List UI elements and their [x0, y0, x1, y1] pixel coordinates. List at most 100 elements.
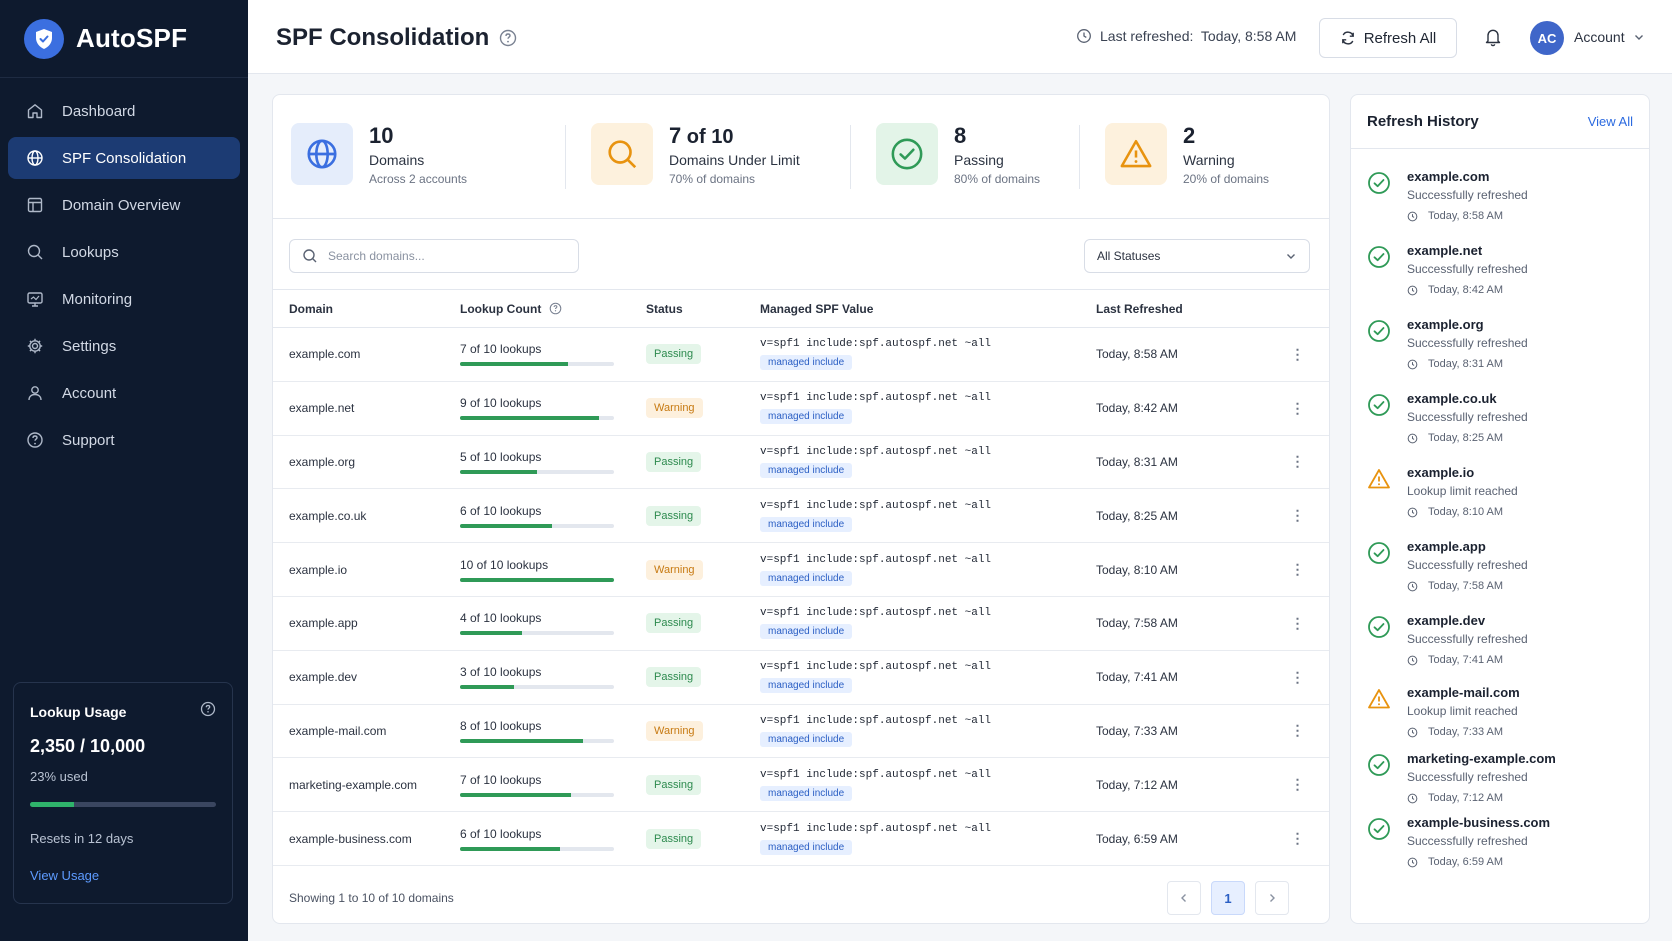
history-item[interactable]: example-business.com Successfully refres…	[1367, 815, 1550, 868]
table-row[interactable]: example.dev 3 of 10 lookups Passing v=sp…	[273, 650, 1329, 705]
check-circle-icon	[1367, 817, 1391, 841]
more-vertical-icon[interactable]: ⋮	[1290, 830, 1305, 847]
spf-value-cell: v=spf1 include:spf.autospf.net ~all mana…	[760, 488, 1096, 544]
usage-progress-bar	[30, 802, 216, 807]
lookup-count-text: 8 of 10 lookups	[460, 718, 542, 733]
more-vertical-icon[interactable]: ⋮	[1290, 453, 1305, 470]
spf-value-cell: v=spf1 include:spf.autospf.net ~all mana…	[760, 435, 1096, 490]
brand[interactable]: AutoSPF	[0, 0, 248, 78]
history-time-text: Today, 7:12 AM	[1428, 792, 1504, 804]
history-item[interactable]: example.io Lookup limit reached Today, 8…	[1367, 465, 1518, 518]
view-usage-link[interactable]: View Usage	[30, 868, 100, 883]
prev-page-button[interactable]	[1167, 881, 1201, 915]
sidebar-item-domain-overview[interactable]: Domain Overview	[8, 184, 240, 226]
chevron-right-icon	[1270, 894, 1275, 902]
stat-value-number: 10	[369, 123, 394, 148]
stats-row: 10 Domains Across 2 accounts 7 of 10 Dom…	[273, 95, 1329, 219]
view-all-link[interactable]: View All	[1587, 114, 1633, 129]
col-last-refreshed[interactable]: Last Refreshed	[1096, 289, 1266, 328]
table-row[interactable]: example.org 5 of 10 lookups Passing v=sp…	[273, 435, 1329, 490]
col-lookup-count[interactable]: Lookup Count	[460, 289, 646, 328]
sidebar-item-monitoring[interactable]: Monitoring	[8, 278, 240, 320]
domain-cell[interactable]: example.io	[273, 542, 460, 597]
account-menu[interactable]: Account	[1574, 29, 1645, 45]
more-vertical-icon[interactable]: ⋮	[1290, 399, 1305, 416]
clock-icon	[1407, 857, 1423, 868]
history-item[interactable]: example.co.uk Successfully refreshed Tod…	[1367, 391, 1528, 444]
domain-cell[interactable]: example.co.uk	[273, 488, 460, 544]
col-spf-value[interactable]: Managed SPF Value	[760, 289, 1096, 328]
col-domain[interactable]: Domain	[273, 289, 460, 328]
usage-progress-fill	[30, 802, 74, 807]
status-badge: Passing	[646, 667, 702, 688]
table-row[interactable]: example-mail.com 8 of 10 lookups Warning…	[273, 704, 1329, 759]
sidebar-item-settings[interactable]: Settings	[8, 325, 240, 367]
history-item[interactable]: example.app Successfully refreshed Today…	[1367, 539, 1528, 592]
sidebar-item-dashboard[interactable]: Dashboard	[8, 90, 240, 132]
row-actions-cell: ⋮	[1266, 488, 1329, 544]
lookup-count-text: 9 of 10 lookups	[460, 396, 542, 411]
shield-logo-icon	[24, 18, 64, 59]
history-time-text: Today, 8:10 AM	[1428, 506, 1504, 518]
status-filter-select[interactable]: All Statuses	[1084, 239, 1310, 273]
domain-cell[interactable]: example.dev	[273, 650, 460, 705]
info-icon[interactable]	[549, 302, 562, 315]
more-vertical-icon[interactable]: ⋮	[1290, 668, 1305, 685]
more-vertical-icon[interactable]: ⋮	[1290, 776, 1305, 793]
history-time: Today, 8:10 AM	[1407, 506, 1518, 518]
row-actions-cell: ⋮	[1266, 327, 1329, 382]
domain-cell[interactable]: example-business.com	[273, 811, 460, 866]
history-item[interactable]: example.com Successfully refreshed Today…	[1367, 169, 1528, 222]
history-item[interactable]: example.dev Successfully refreshed Today…	[1367, 613, 1528, 666]
info-icon[interactable]	[200, 701, 216, 722]
history-item[interactable]: marketing-example.com Successfully refre…	[1367, 751, 1556, 804]
refresh-all-button[interactable]: Refresh All	[1319, 18, 1457, 58]
stat-value-number: 2	[1183, 123, 1196, 148]
history-item[interactable]: example.net Successfully refreshed Today…	[1367, 243, 1528, 296]
pagination-summary: Showing 1 to 10 of 10 domains	[289, 891, 454, 905]
page-button-1[interactable]: 1	[1211, 881, 1245, 915]
domain-cell[interactable]: example.net	[273, 381, 460, 436]
search-input[interactable]: Search domains...	[289, 239, 579, 273]
search-placeholder: Search domains...	[328, 249, 425, 263]
more-vertical-icon[interactable]: ⋮	[1290, 614, 1305, 631]
table-row[interactable]: marketing-example.com 7 of 10 lookups Pa…	[273, 757, 1329, 813]
home-icon	[26, 102, 44, 120]
domain-cell[interactable]: marketing-example.com	[273, 757, 460, 813]
domain-cell[interactable]: example-mail.com	[273, 704, 460, 759]
avatar[interactable]: AC	[1530, 21, 1564, 55]
last-refreshed-cell: Today, 6:59 AM	[1096, 811, 1266, 866]
more-vertical-icon[interactable]: ⋮	[1290, 345, 1305, 362]
more-vertical-icon[interactable]: ⋮	[1290, 722, 1305, 739]
lookup-count-text: 10 of 10 lookups	[460, 557, 549, 572]
col-status[interactable]: Status	[646, 289, 760, 328]
domain-cell[interactable]: example.com	[273, 327, 460, 382]
table-row[interactable]: example.app 4 of 10 lookups Passing v=sp…	[273, 596, 1329, 651]
bell-icon[interactable]	[1484, 27, 1502, 52]
usage-value: 2,350 / 10,000	[30, 736, 146, 756]
table-row[interactable]: example.net 9 of 10 lookups Warning v=sp…	[273, 381, 1329, 436]
table-row[interactable]: example.co.uk 6 of 10 lookups Passing v=…	[273, 488, 1329, 544]
history-item[interactable]: example.org Successfully refreshed Today…	[1367, 317, 1528, 370]
table-row[interactable]: example.io 10 of 10 lookups Warning v=sp…	[273, 542, 1329, 597]
help-icon[interactable]	[499, 29, 517, 47]
history-message: Successfully refreshed	[1407, 632, 1528, 646]
clock-icon	[1407, 581, 1423, 592]
history-domain: example.io	[1407, 465, 1475, 480]
domain-cell[interactable]: example.org	[273, 435, 460, 490]
table-row[interactable]: example-business.com 6 of 10 lookups Pas…	[273, 811, 1329, 866]
more-vertical-icon[interactable]: ⋮	[1290, 561, 1305, 578]
more-vertical-icon[interactable]: ⋮	[1290, 507, 1305, 524]
sidebar-item-support[interactable]: Support	[8, 419, 240, 461]
sidebar-item-account[interactable]: Account	[8, 372, 240, 414]
sidebar-item-label: Domain Overview	[62, 196, 181, 214]
sidebar: AutoSPF Dashboard SPF Consolidation Domain…	[0, 0, 248, 941]
history-item[interactable]: example-mail.com Lookup limit reached To…	[1367, 685, 1520, 738]
sidebar-item-lookups[interactable]: Lookups	[8, 231, 240, 273]
next-page-button[interactable]	[1255, 881, 1289, 915]
row-actions-cell: ⋮	[1266, 381, 1329, 436]
managed-include-tag: managed include	[760, 624, 853, 640]
table-row[interactable]: example.com 7 of 10 lookups Passing v=sp…	[273, 327, 1329, 382]
sidebar-item-spf-consolidation[interactable]: SPF Consolidation	[8, 137, 240, 179]
domain-cell[interactable]: example.app	[273, 596, 460, 651]
